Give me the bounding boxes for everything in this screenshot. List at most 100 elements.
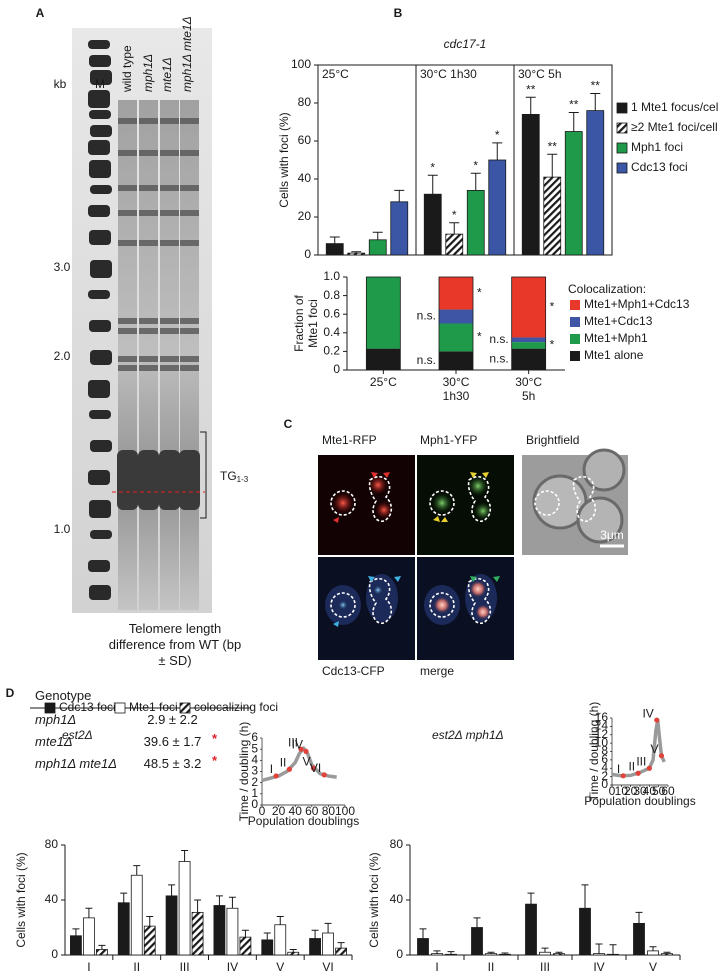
x-tick-label: IV xyxy=(593,960,604,974)
panel-label: C xyxy=(284,417,293,431)
point-label: V xyxy=(302,754,310,768)
significance: ** xyxy=(569,98,579,112)
bar xyxy=(96,949,108,956)
bar xyxy=(423,193,442,256)
telomere-band xyxy=(179,450,200,510)
band xyxy=(160,240,179,246)
y-axis-label: Time / doubling (h) xyxy=(587,702,601,802)
band xyxy=(139,240,158,246)
lane-label: mph1Δ mte1Δ xyxy=(180,16,194,92)
band xyxy=(180,318,199,324)
x-tick-label: 60 xyxy=(661,784,675,798)
error-bar xyxy=(635,911,643,924)
error-bar xyxy=(525,96,536,115)
lane-smear xyxy=(180,100,199,610)
band xyxy=(139,328,158,334)
significance: * xyxy=(212,731,218,746)
y-tick-label: 0 xyxy=(51,947,58,961)
y-tick-label: 80 xyxy=(298,95,312,109)
y-tick-label: 12 xyxy=(595,727,609,741)
bar-outline xyxy=(438,276,474,371)
band xyxy=(139,318,158,324)
bar xyxy=(488,159,507,256)
bar xyxy=(70,935,82,956)
error-bar xyxy=(351,251,362,254)
sample-point xyxy=(321,772,327,778)
y-tick-label: 0 xyxy=(251,797,258,811)
error-bar xyxy=(649,946,657,951)
y-tick-label: 60 xyxy=(298,133,312,147)
genotype: mph1Δ xyxy=(35,712,77,727)
micrograph-merge xyxy=(417,557,514,660)
band xyxy=(180,185,199,191)
band xyxy=(118,240,137,246)
legend-swatch xyxy=(570,317,580,327)
band xyxy=(160,185,179,191)
trend-line xyxy=(611,718,666,778)
y-axis-label: Cells with foci (%) xyxy=(14,852,28,947)
error-bar xyxy=(181,850,189,862)
point-label: VI xyxy=(310,761,321,775)
bar xyxy=(579,907,591,956)
marker-band xyxy=(88,90,110,108)
error-bar xyxy=(394,189,405,202)
error-bar xyxy=(501,952,509,955)
x-tick-label: 30 xyxy=(633,784,647,798)
x-tick-label: 30°C xyxy=(443,375,470,389)
length-value: 2.9 ± 2.2 xyxy=(147,712,198,727)
y-axis-label: Cells with foci (%) xyxy=(367,852,381,947)
bar-segment xyxy=(439,351,473,370)
marker-band xyxy=(89,230,111,245)
legend-swatch xyxy=(616,102,628,114)
error-bar xyxy=(555,951,563,954)
error-bar xyxy=(85,907,93,918)
bar xyxy=(485,953,497,956)
x-tick-label: 80 xyxy=(322,804,336,818)
annotation: n.s. xyxy=(489,351,508,365)
bar xyxy=(564,131,583,256)
error-bar xyxy=(590,93,601,111)
significance: ** xyxy=(591,79,601,93)
panel-label: B xyxy=(394,6,403,20)
bar xyxy=(647,950,659,956)
error-bar xyxy=(120,892,128,903)
band xyxy=(160,210,179,216)
x-tick-label: III xyxy=(540,960,550,974)
legend-swatch xyxy=(570,334,580,344)
significance: * xyxy=(495,128,500,142)
band xyxy=(160,356,179,362)
sample-point xyxy=(286,766,292,772)
bar xyxy=(143,925,156,956)
bar xyxy=(553,953,565,956)
bracket-label: TG1-3 xyxy=(220,469,249,484)
channel-label: merge xyxy=(420,664,454,678)
bar-outline xyxy=(511,276,547,371)
legend-label: Mph1 foci xyxy=(631,140,683,154)
table-header: Telomere length difference from WT (bp ±… xyxy=(108,621,242,668)
bar xyxy=(239,936,252,956)
y-tick-label: 2 xyxy=(251,775,258,789)
legend-swatch xyxy=(179,702,191,714)
size-marker: 3.0 xyxy=(54,260,71,274)
y-tick-label: 80 xyxy=(390,837,404,851)
band xyxy=(180,356,199,362)
x-tick-label: 100 xyxy=(335,804,355,818)
legend-swatch xyxy=(114,702,126,714)
sample-point xyxy=(635,770,641,776)
error-bar xyxy=(581,884,589,909)
point-label: II xyxy=(628,759,635,773)
bar xyxy=(368,239,387,256)
significance: ** xyxy=(526,82,536,96)
error-bar xyxy=(194,899,202,913)
legend-label: Mte1+Cdc13 xyxy=(584,314,653,328)
band xyxy=(180,118,199,124)
bar xyxy=(213,905,226,956)
error-bar xyxy=(276,916,284,925)
significance: * xyxy=(212,753,218,768)
marker-band xyxy=(88,470,110,485)
band xyxy=(118,365,137,371)
point-label: IV xyxy=(642,706,653,720)
bar xyxy=(607,953,619,956)
